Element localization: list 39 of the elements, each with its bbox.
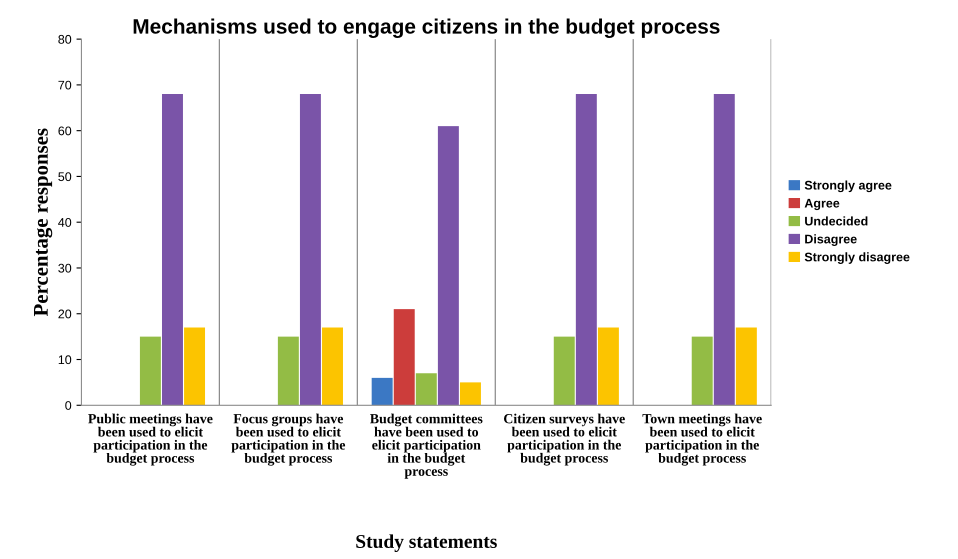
x-tick-label: Town meetings have been used to elicit participation in the budget process bbox=[642, 414, 762, 466]
x-axis-title: Study statements bbox=[356, 534, 497, 552]
bar bbox=[184, 327, 206, 406]
bar bbox=[692, 336, 713, 406]
bar bbox=[372, 378, 393, 406]
bar bbox=[416, 373, 437, 406]
y-tick-label: 30 bbox=[58, 264, 72, 273]
x-tick-label: Public meetings have been used to elicit participation in the budget process bbox=[88, 414, 213, 466]
legend-label: Strongly disagree bbox=[804, 252, 910, 264]
bar bbox=[736, 327, 757, 406]
bar bbox=[438, 126, 459, 406]
bar bbox=[598, 327, 619, 406]
bar bbox=[300, 94, 321, 406]
bar bbox=[576, 94, 597, 406]
bar bbox=[322, 327, 343, 406]
y-tick-label: 70 bbox=[58, 80, 72, 90]
x-tick-label: Citizen surveys have been used to elicit participation in the budget process bbox=[504, 414, 625, 466]
y-tick-label: 60 bbox=[58, 126, 72, 136]
y-tick-label: 0 bbox=[65, 401, 72, 410]
legend-label: Disagree bbox=[805, 234, 857, 246]
bar bbox=[162, 94, 183, 406]
bar bbox=[460, 382, 481, 406]
chart-title: Mechanisms used to engage citizens in the budget process bbox=[134, 18, 720, 38]
bar bbox=[554, 336, 575, 406]
legend-label: Undecided bbox=[805, 216, 868, 226]
legend-label: Agree bbox=[804, 198, 840, 210]
x-tick-label: Budget committees have been used to elicit participation in the budget process bbox=[370, 414, 482, 479]
bar bbox=[140, 336, 161, 406]
bar bbox=[394, 309, 415, 406]
bar bbox=[714, 94, 735, 406]
y-tick-label: 40 bbox=[58, 218, 72, 227]
y-tick-label: 50 bbox=[58, 172, 72, 182]
legend-label: Strongly agree bbox=[804, 180, 892, 192]
y-tick-label: 20 bbox=[58, 310, 72, 318]
y-axis-title: Percentage responses bbox=[34, 128, 52, 316]
x-tick-label: Focus groups have been used to elicit participation in the budget process bbox=[231, 414, 346, 466]
y-tick-label: 10 bbox=[58, 355, 72, 364]
y-tick-label: 80 bbox=[58, 34, 72, 44]
bar bbox=[278, 336, 299, 406]
